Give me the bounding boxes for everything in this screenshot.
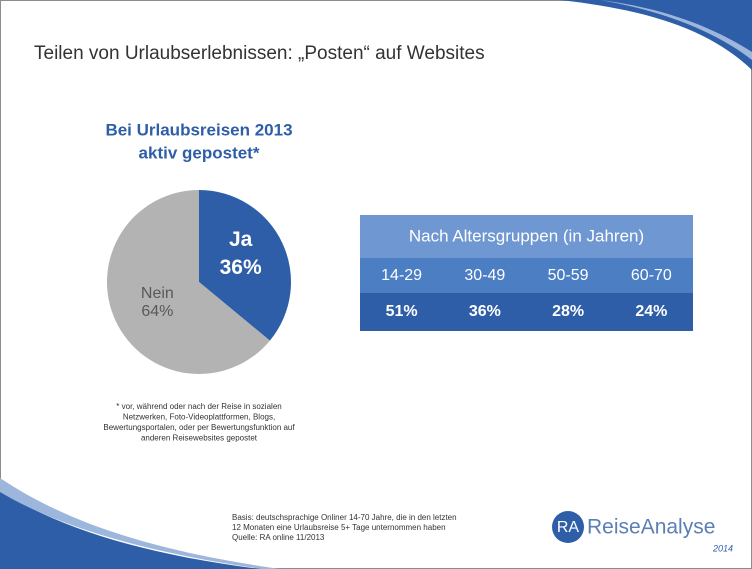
table-cell: 36% bbox=[469, 303, 501, 320]
table-columns-bg bbox=[360, 258, 693, 293]
chart-title: aktiv gepostet* bbox=[139, 143, 260, 162]
table-header-bg bbox=[360, 215, 693, 258]
slice-label: Nein bbox=[141, 285, 174, 302]
footnote-line: anderen Reisewebsites gepostet bbox=[141, 434, 258, 443]
swoosh-top bbox=[560, 0, 752, 70]
table-cell: 28% bbox=[552, 303, 584, 320]
slice-label: Ja bbox=[229, 228, 253, 251]
table-cell: 51% bbox=[386, 303, 418, 320]
slice-value-label: 36% bbox=[220, 256, 262, 279]
column-label: 30-49 bbox=[464, 267, 505, 284]
table: Nach Altersgruppen (in Jahren) 14-29 30-49… bbox=[360, 215, 693, 331]
logo-circle bbox=[552, 511, 584, 543]
chart-title: Bei Urlaubsreisen 2013 bbox=[105, 120, 292, 139]
pie-slice bbox=[199, 190, 291, 341]
footnote: * vor, während oder nach der Reise in so… bbox=[103, 402, 295, 443]
source-line: Quelle: RA online 11/2013 bbox=[232, 533, 325, 542]
column-label: 14-29 bbox=[381, 267, 422, 284]
slice-value-label: 64% bbox=[141, 303, 173, 320]
source-line: 12 Monaten eine Urlaubsreise 5+ Tage unt… bbox=[232, 523, 446, 532]
source: Basis: deutschsprachige Onliner 14-70 Ja… bbox=[232, 513, 457, 542]
footnote-line: * vor, während oder nach der Reise in so… bbox=[116, 402, 281, 411]
slide-title: Teilen von Urlaubserlebnissen: „Posten“ … bbox=[34, 43, 485, 64]
logo-year: 2014 bbox=[712, 543, 733, 553]
column-label: 60-70 bbox=[631, 267, 672, 284]
source-line: Basis: deutschsprachige Onliner 14-70 Ja… bbox=[232, 513, 457, 522]
column-label: 50-59 bbox=[548, 267, 589, 284]
footnote-line: Netzwerken, Foto-Videoplattformen, Blogs… bbox=[123, 413, 275, 422]
swoosh-bottom bbox=[0, 490, 260, 569]
footnote-line: Bewertungsportalen, oder per Bewertungsf… bbox=[103, 423, 295, 432]
table-cell: 24% bbox=[635, 303, 667, 320]
logo-name: ReiseAnalyse bbox=[587, 516, 715, 539]
table-header: Nach Altersgruppen (in Jahren) bbox=[409, 226, 644, 245]
pie-slice bbox=[107, 190, 270, 374]
logo-mark: RA bbox=[557, 519, 580, 536]
table-row-bg bbox=[360, 293, 693, 331]
